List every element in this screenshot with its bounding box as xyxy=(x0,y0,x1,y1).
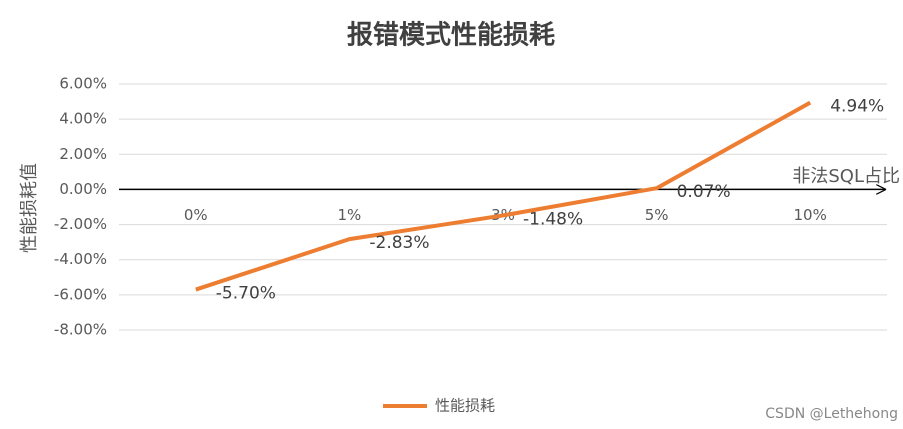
y-tick-label: 0.00% xyxy=(59,180,107,198)
y-tick-label: -2.00% xyxy=(54,215,107,233)
data-label: 0.07% xyxy=(677,182,731,202)
data-label: 4.94% xyxy=(830,97,884,117)
watermark: CSDN @Lethehong xyxy=(765,406,898,422)
y-tick-label: -8.00% xyxy=(54,321,107,339)
x-tick-label: 10% xyxy=(794,206,827,224)
x-tick-label: 5% xyxy=(645,206,669,224)
y-tick-label: 2.00% xyxy=(59,145,107,163)
data-line xyxy=(195,100,812,292)
x-axis-label: 非法SQL占比 xyxy=(792,166,900,187)
y-tick-label: -6.00% xyxy=(54,285,107,303)
y-tick-label: 4.00% xyxy=(59,110,107,128)
data-label: -2.83% xyxy=(369,233,429,253)
chart-title: 报错模式性能损耗 xyxy=(347,20,555,51)
legend-label: 性能损耗 xyxy=(435,397,495,415)
data-label: -5.70% xyxy=(216,284,276,304)
x-tick-label: 1% xyxy=(338,206,362,224)
y-tick-label: 6.00% xyxy=(59,75,107,93)
x-tick-label: 0% xyxy=(184,206,208,224)
data-label: -1.48% xyxy=(523,209,583,229)
y-tick-label: -4.00% xyxy=(54,250,107,268)
y-axis-label: 性能损耗值 xyxy=(19,163,40,253)
